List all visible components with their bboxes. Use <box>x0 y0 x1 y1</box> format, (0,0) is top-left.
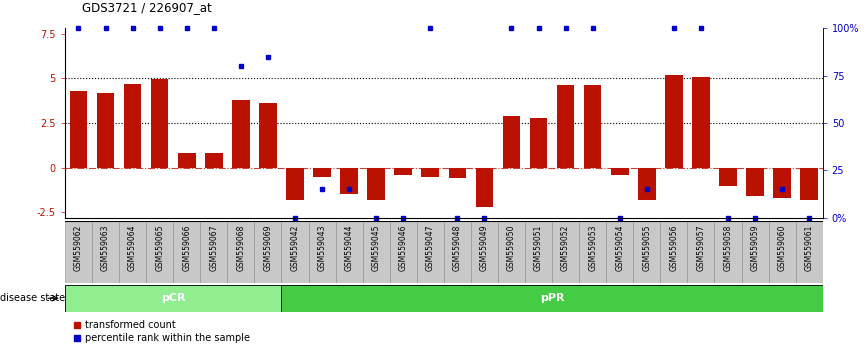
Bar <box>665 75 682 168</box>
Text: disease state: disease state <box>0 293 65 303</box>
FancyBboxPatch shape <box>417 221 443 283</box>
Text: GSM559056: GSM559056 <box>669 224 678 271</box>
Text: GSM559066: GSM559066 <box>182 224 191 271</box>
FancyBboxPatch shape <box>553 221 579 283</box>
FancyBboxPatch shape <box>335 221 363 283</box>
Bar <box>584 86 602 168</box>
Text: GSM559068: GSM559068 <box>236 224 245 271</box>
Bar <box>449 168 466 178</box>
Text: GSM559047: GSM559047 <box>426 224 435 271</box>
Text: GSM559054: GSM559054 <box>615 224 624 271</box>
Bar <box>69 91 87 168</box>
FancyBboxPatch shape <box>525 221 553 283</box>
Text: GSM559048: GSM559048 <box>453 224 462 271</box>
Text: GSM559058: GSM559058 <box>723 224 733 271</box>
FancyBboxPatch shape <box>281 285 823 312</box>
FancyBboxPatch shape <box>65 221 92 283</box>
Bar <box>502 116 520 168</box>
Text: pCR: pCR <box>161 293 185 303</box>
Bar <box>746 168 764 196</box>
Text: GSM559059: GSM559059 <box>751 224 759 271</box>
FancyBboxPatch shape <box>146 221 173 283</box>
Bar <box>178 153 196 168</box>
FancyBboxPatch shape <box>255 221 281 283</box>
Text: GSM559064: GSM559064 <box>128 224 137 271</box>
Text: GSM559042: GSM559042 <box>290 224 300 271</box>
FancyBboxPatch shape <box>579 221 606 283</box>
FancyBboxPatch shape <box>741 221 768 283</box>
Bar <box>530 118 547 168</box>
FancyBboxPatch shape <box>65 285 281 312</box>
FancyBboxPatch shape <box>173 221 200 283</box>
Bar <box>475 168 494 207</box>
FancyBboxPatch shape <box>796 221 823 283</box>
FancyBboxPatch shape <box>363 221 390 283</box>
FancyBboxPatch shape <box>227 221 255 283</box>
FancyBboxPatch shape <box>633 221 660 283</box>
Text: GSM559052: GSM559052 <box>561 224 570 271</box>
FancyBboxPatch shape <box>498 221 525 283</box>
FancyBboxPatch shape <box>606 221 633 283</box>
Bar <box>232 100 249 168</box>
Bar <box>773 168 791 198</box>
Text: GSM559044: GSM559044 <box>345 224 353 271</box>
Text: pPR: pPR <box>540 293 565 303</box>
Text: GSM559067: GSM559067 <box>210 224 218 271</box>
Bar <box>367 168 385 200</box>
FancyBboxPatch shape <box>768 221 796 283</box>
Bar <box>205 153 223 168</box>
Bar <box>340 168 358 194</box>
Text: GSM559061: GSM559061 <box>805 224 814 271</box>
Text: GSM559055: GSM559055 <box>643 224 651 271</box>
Text: GSM559046: GSM559046 <box>398 224 408 271</box>
Text: GSM559060: GSM559060 <box>778 224 786 271</box>
Bar <box>313 168 331 177</box>
Text: GDS3721 / 226907_at: GDS3721 / 226907_at <box>82 1 212 14</box>
Bar <box>719 168 737 185</box>
Bar <box>800 168 818 200</box>
Text: GSM559062: GSM559062 <box>74 224 83 271</box>
Text: GSM559045: GSM559045 <box>372 224 381 271</box>
Text: GSM559051: GSM559051 <box>534 224 543 271</box>
Text: GSM559050: GSM559050 <box>507 224 516 271</box>
Text: GSM559057: GSM559057 <box>696 224 706 271</box>
Bar <box>611 168 629 175</box>
Bar <box>97 93 114 168</box>
FancyBboxPatch shape <box>688 221 714 283</box>
Bar <box>638 168 656 200</box>
Bar <box>394 168 412 175</box>
Text: GSM559053: GSM559053 <box>588 224 598 271</box>
FancyBboxPatch shape <box>200 221 227 283</box>
FancyBboxPatch shape <box>443 221 471 283</box>
FancyBboxPatch shape <box>714 221 741 283</box>
FancyBboxPatch shape <box>308 221 335 283</box>
Bar <box>557 86 574 168</box>
Text: GSM559063: GSM559063 <box>101 224 110 271</box>
Text: GSM559069: GSM559069 <box>263 224 273 271</box>
Text: GSM559043: GSM559043 <box>318 224 326 271</box>
Bar <box>124 84 141 168</box>
Bar <box>151 79 169 168</box>
Bar <box>692 76 710 168</box>
FancyBboxPatch shape <box>281 221 308 283</box>
Bar <box>422 168 439 177</box>
FancyBboxPatch shape <box>119 221 146 283</box>
FancyBboxPatch shape <box>390 221 417 283</box>
Text: GSM559049: GSM559049 <box>480 224 489 271</box>
FancyBboxPatch shape <box>660 221 688 283</box>
Legend: transformed count, percentile rank within the sample: transformed count, percentile rank withi… <box>70 316 255 347</box>
Text: GSM559065: GSM559065 <box>155 224 165 271</box>
Bar <box>259 103 277 168</box>
FancyBboxPatch shape <box>92 221 119 283</box>
Bar <box>286 168 304 200</box>
FancyBboxPatch shape <box>471 221 498 283</box>
